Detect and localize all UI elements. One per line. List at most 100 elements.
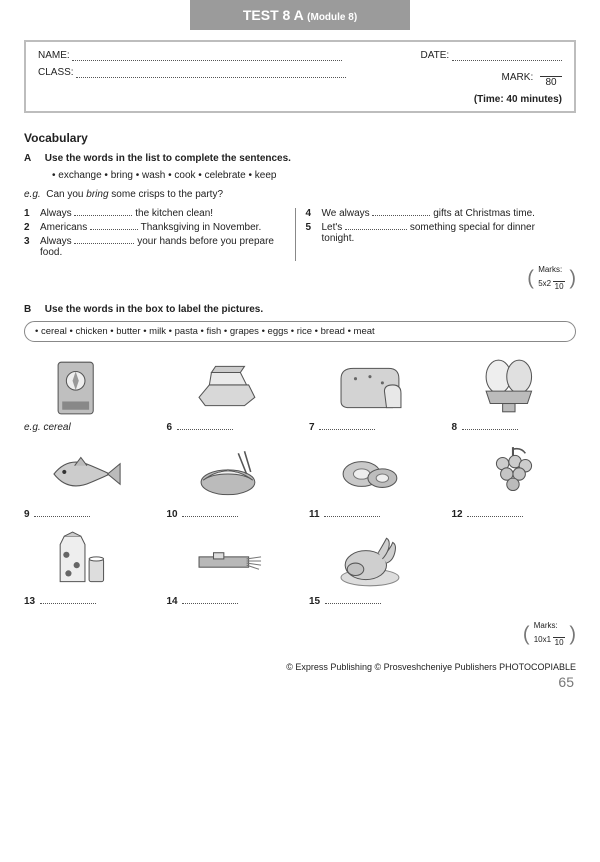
class-field[interactable]: CLASS: [38, 67, 346, 88]
picture-row: 9 10 11 12 [24, 443, 576, 520]
picture-label: 7 [309, 422, 434, 433]
food-icon [167, 356, 292, 418]
answer-blank[interactable] [372, 215, 430, 216]
picture-answer-blank[interactable] [177, 429, 233, 430]
picture-answer-blank[interactable] [40, 603, 96, 604]
picture-number: 11 [309, 509, 320, 520]
picture-label: 13 [24, 596, 149, 607]
picture-label: e.g. cereal [24, 422, 149, 433]
date-blank[interactable] [452, 60, 562, 61]
time-limit: (Time: 40 minutes) [38, 94, 562, 105]
name-blank[interactable] [72, 60, 342, 61]
section-a-wordlist: • exchange • bring • wash • cook • celeb… [52, 170, 576, 181]
answer-blank[interactable] [74, 243, 134, 244]
picture-number: 12 [452, 509, 463, 520]
question-number: 5 [306, 222, 322, 244]
section-b: B Use the words in the box to label the … [24, 304, 576, 648]
food-icon [309, 443, 434, 505]
answer-blank[interactable] [345, 229, 407, 230]
eg-label: e.g. [24, 189, 41, 200]
question-pre: Always [40, 236, 74, 247]
question-pre: Let's [322, 222, 346, 233]
food-icon [24, 530, 149, 592]
question-post: the kitchen clean! [132, 208, 213, 219]
question-number: 1 [24, 208, 40, 219]
picture-grid: e.g. cereal6 7 8 9 10 11 12 13 14 15 [24, 356, 576, 607]
picture-row: e.g. cereal6 7 8 [24, 356, 576, 433]
test-header: TEST 8 A (Module 8) [190, 0, 410, 30]
question-pre: We always [322, 208, 373, 219]
mark-fraction: 80 [540, 67, 562, 88]
section-a: A Use the words in the list to complete … [24, 153, 576, 292]
section-b-marks: ( Marks: 10x1 10 ) [523, 621, 576, 648]
question-text: We always gifts at Christmas time. [322, 208, 569, 219]
picture-cell-11: 11 [309, 443, 434, 520]
picture-answer-blank[interactable] [325, 603, 381, 604]
picture-number: 10 [167, 509, 178, 520]
question-1: 1Always the kitchen clean! [24, 208, 287, 219]
picture-answer-blank[interactable] [467, 516, 523, 517]
date-field[interactable]: DATE: [421, 50, 563, 61]
worksheet-page: TEST 8 A (Module 8) NAME: DATE: CLASS: M… [0, 0, 600, 700]
picture-cell-9: 9 [24, 443, 149, 520]
picture-answer-blank[interactable] [182, 603, 238, 604]
section-a-questions: 1Always the kitchen clean!2Americans Tha… [24, 208, 576, 261]
section-a-letter: A [24, 153, 42, 164]
mark-label: MARK: [502, 72, 534, 83]
picture-label: 12 [452, 509, 577, 520]
picture-number: 15 [309, 596, 320, 607]
section-a-left-col: 1Always the kitchen clean!2Americans Tha… [24, 208, 295, 261]
food-icon [24, 356, 149, 418]
eg-prefix: e.g. [24, 422, 41, 433]
picture-label: 14 [167, 596, 292, 607]
question-5: 5Let's something special for dinner toni… [306, 222, 569, 244]
mark-numerator-blank[interactable] [540, 67, 562, 77]
footer-copyright: © Express Publishing © Prosveshcheniye P… [24, 662, 576, 672]
picture-cell-8: 8 [452, 356, 577, 433]
question-pre: Americans [40, 222, 90, 233]
name-label: NAME: [38, 50, 70, 61]
question-text: Let's something special for dinner tonig… [322, 222, 569, 244]
picture-cell-13: 13 [24, 530, 149, 607]
eg-pre: Can you [46, 189, 86, 200]
section-a-right-col: 4We always gifts at Christmas time.5Let'… [295, 208, 577, 261]
picture-answer-blank[interactable] [182, 516, 238, 517]
question-post: something special for dinner tonight. [322, 222, 535, 244]
picture-label: 10 [167, 509, 292, 520]
picture-answer-blank[interactable] [319, 429, 375, 430]
question-number: 4 [306, 208, 322, 219]
picture-answer-blank[interactable] [34, 516, 90, 517]
picture-number: 14 [167, 596, 178, 607]
food-icon [309, 356, 434, 418]
picture-answer-blank[interactable] [324, 516, 380, 517]
question-2: 2Americans Thanksgiving in November. [24, 222, 287, 233]
name-field[interactable]: NAME: [38, 50, 342, 61]
picture-number: 13 [24, 596, 35, 607]
answer-blank[interactable] [90, 229, 138, 230]
food-icon [24, 443, 149, 505]
vocabulary-heading: Vocabulary [24, 131, 576, 145]
date-label: DATE: [421, 50, 450, 61]
food-icon [452, 443, 577, 505]
picture-answer-blank[interactable] [462, 429, 518, 430]
question-number: 3 [24, 236, 40, 258]
question-post: Thanksgiving in November. [138, 222, 261, 233]
section-a-example: e.g. Can you bring some crisps to the pa… [24, 189, 576, 200]
food-icon [167, 443, 292, 505]
marks-a-total: 10 [553, 282, 565, 292]
picture-cell-7: 7 [309, 356, 434, 433]
answer-blank[interactable] [74, 215, 132, 216]
picture-cell-e.g.: e.g. cereal [24, 356, 149, 433]
class-label: CLASS: [38, 67, 74, 78]
section-b-instruction: Use the words in the box to label the pi… [45, 304, 263, 315]
class-blank[interactable] [76, 77, 346, 78]
eg-post: some crisps to the party? [109, 189, 224, 200]
question-post: your hands before you prepare food. [40, 236, 274, 258]
picture-number: 8 [452, 422, 458, 433]
section-b-letter: B [24, 304, 42, 315]
question-post: gifts at Christmas time. [430, 208, 534, 219]
picture-label: 9 [24, 509, 149, 520]
question-3: 3Always your hands before you prepare fo… [24, 236, 287, 258]
marks-a-label: Marks: [538, 265, 562, 275]
question-text: Americans Thanksgiving in November. [40, 222, 287, 233]
